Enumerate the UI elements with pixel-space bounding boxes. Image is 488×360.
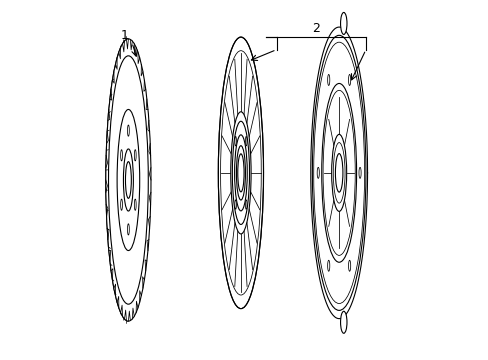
Ellipse shape bbox=[340, 311, 346, 333]
Ellipse shape bbox=[321, 84, 356, 262]
Ellipse shape bbox=[358, 167, 361, 178]
Ellipse shape bbox=[230, 112, 250, 234]
Ellipse shape bbox=[237, 154, 244, 192]
Ellipse shape bbox=[123, 149, 133, 211]
Ellipse shape bbox=[218, 37, 263, 309]
Ellipse shape bbox=[327, 260, 329, 271]
Text: 1: 1 bbox=[121, 29, 128, 42]
Ellipse shape bbox=[340, 13, 346, 35]
Ellipse shape bbox=[121, 199, 122, 210]
Ellipse shape bbox=[234, 200, 236, 209]
Ellipse shape bbox=[127, 224, 129, 235]
Ellipse shape bbox=[234, 135, 247, 211]
Ellipse shape bbox=[327, 75, 329, 85]
Ellipse shape bbox=[348, 75, 350, 85]
Ellipse shape bbox=[312, 35, 365, 310]
Ellipse shape bbox=[317, 167, 319, 178]
Ellipse shape bbox=[331, 134, 346, 211]
Ellipse shape bbox=[134, 150, 136, 161]
Ellipse shape bbox=[105, 39, 151, 321]
Ellipse shape bbox=[245, 136, 246, 146]
Ellipse shape bbox=[134, 199, 136, 210]
Ellipse shape bbox=[234, 136, 236, 146]
Text: 2: 2 bbox=[311, 22, 319, 35]
Ellipse shape bbox=[121, 150, 122, 161]
Ellipse shape bbox=[348, 260, 350, 271]
Ellipse shape bbox=[245, 200, 246, 209]
Ellipse shape bbox=[125, 162, 131, 198]
Ellipse shape bbox=[335, 154, 342, 192]
Ellipse shape bbox=[127, 125, 129, 136]
